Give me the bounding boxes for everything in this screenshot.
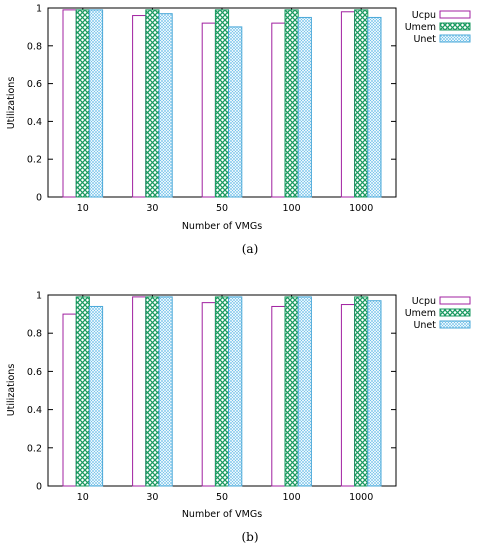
bar-umem-30: [145, 296, 160, 487]
bar-unet-100: [297, 16, 312, 198]
legend-swatch-ucpu: [439, 296, 471, 305]
legend-swatch-ucpu: [439, 10, 471, 19]
bar-umem-30: [145, 9, 160, 198]
x-tick-label: 10: [77, 492, 89, 503]
y-tick-label: 0.8: [27, 41, 42, 52]
figure-caption: (a): [242, 242, 259, 256]
chart-a: 0 0.2 0.4 0.6 0.8 1 10 30 50 100 1000 Utilization…: [6, 4, 471, 256]
x-tick-label: 100: [283, 203, 301, 214]
legend-label: Unet: [413, 34, 436, 45]
legend-swatch-umem: [439, 22, 471, 31]
bar-unet-1000: [367, 300, 382, 487]
bar-umem-50: [214, 296, 230, 487]
y-axis-ticks: 0 0.2 0.4 0.6 0.8 1: [27, 4, 396, 204]
y-tick-label: 0.2: [27, 155, 42, 166]
bar-umem-10: [75, 9, 90, 198]
y-tick-label: 0.6: [27, 79, 42, 90]
bar-unet-10: [88, 9, 104, 198]
y-axis-label: Utilizations: [6, 77, 17, 130]
bars: [62, 296, 382, 487]
legend-label: Umem: [405, 308, 436, 319]
legend-label: Ucpu: [412, 10, 436, 21]
x-tick-label: 50: [216, 492, 228, 503]
y-tick-label: 0: [36, 193, 42, 204]
legend-label: Ucpu: [412, 296, 436, 307]
bar-ucpu-1000: [340, 11, 356, 198]
bar-unet-30: [158, 296, 173, 487]
bar-ucpu-30: [132, 296, 147, 487]
legend-label: Unet: [413, 320, 436, 331]
y-tick-label: 0.4: [27, 405, 42, 416]
x-axis-label: Number of VMGs: [182, 509, 262, 520]
legend-swatch-unet: [439, 320, 471, 329]
bar-ucpu-100: [271, 305, 286, 487]
bar-ucpu-10: [62, 313, 77, 487]
bar-umem-100: [284, 9, 299, 198]
bar-unet-1000: [367, 16, 382, 198]
y-axis-label: Utilizations: [6, 364, 17, 417]
bar-umem-1000: [354, 296, 369, 487]
x-axis-label: Number of VMGs: [182, 221, 262, 232]
legend-swatch-umem: [439, 308, 471, 317]
legend-label: Umem: [405, 22, 436, 33]
y-tick-label: 0: [36, 482, 42, 493]
x-tick-label: 30: [146, 492, 158, 503]
bar-ucpu-10: [62, 9, 77, 198]
bar-unet-30: [158, 13, 173, 198]
bar-umem-100: [284, 296, 299, 487]
bar-ucpu-30: [132, 15, 147, 198]
bar-ucpu-1000: [340, 304, 356, 487]
y-tick-label: 0.4: [27, 117, 42, 128]
x-tick-label: 100: [283, 492, 301, 503]
chart-b: 0 0.2 0.4 0.6 0.8 1 10 30 50 100 1000 Utilization…: [6, 291, 471, 544]
y-tick-label: 1: [36, 291, 42, 302]
bars: [62, 9, 382, 198]
bar-unet-50: [228, 26, 243, 198]
x-tick-label: 10: [77, 203, 89, 214]
figure-caption: (b): [241, 530, 258, 544]
x-tick-label: 30: [146, 203, 158, 214]
bar-unet-50: [228, 296, 243, 487]
x-tick-label: 50: [216, 203, 228, 214]
bar-unet-100: [297, 296, 312, 487]
bar-ucpu-50: [201, 22, 216, 198]
y-tick-label: 0.2: [27, 443, 42, 454]
bar-ucpu-50: [201, 302, 216, 487]
bar-unet-10: [88, 305, 104, 487]
bar-umem-50: [214, 9, 230, 198]
bar-umem-10: [75, 296, 90, 487]
y-tick-label: 0.8: [27, 329, 42, 340]
y-tick-label: 0.6: [27, 367, 42, 378]
bar-umem-1000: [354, 9, 369, 198]
x-tick-label: 1000: [349, 203, 373, 214]
x-tick-label: 1000: [349, 492, 373, 503]
bar-ucpu-100: [271, 22, 286, 198]
y-tick-label: 1: [36, 4, 42, 15]
y-axis-ticks: 0 0.2 0.4 0.6 0.8 1: [27, 291, 396, 493]
legend-swatch-unet: [439, 34, 471, 43]
